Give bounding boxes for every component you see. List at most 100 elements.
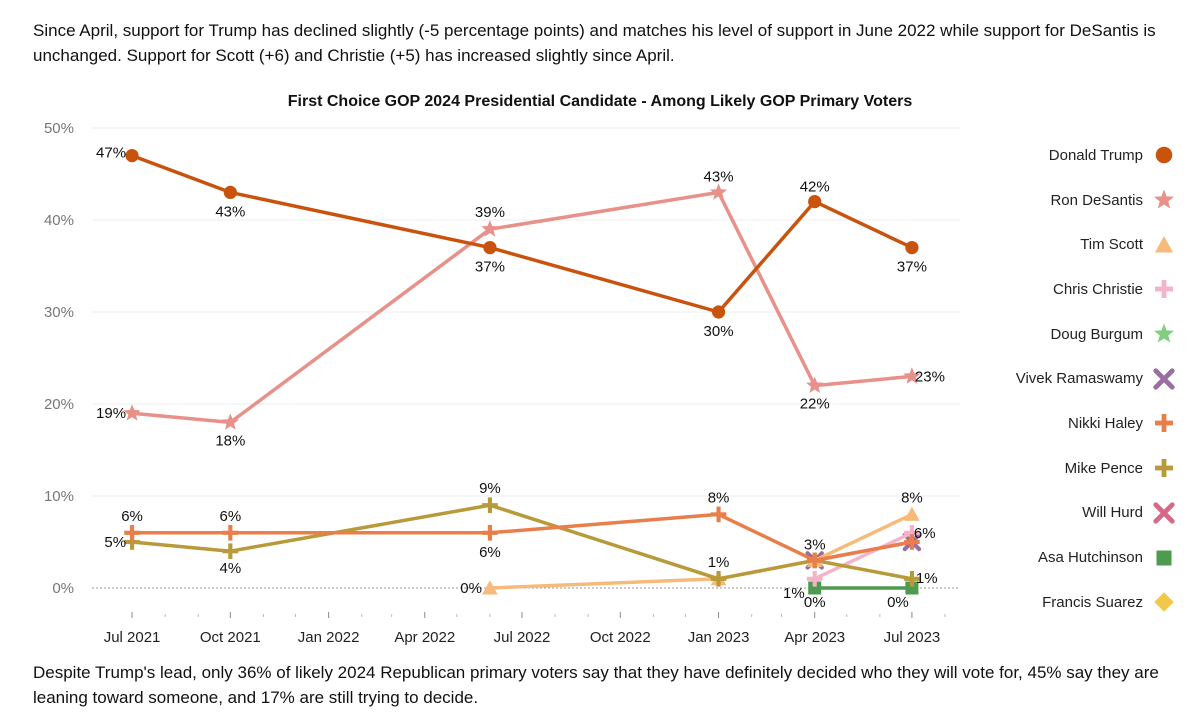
- data-label-mike-pence: 4%: [219, 560, 241, 577]
- legend-symbol-donald-trump: [1155, 147, 1173, 164]
- legend-symbol-francis-suarez: [1154, 592, 1174, 612]
- data-label-ron-desantis: 43%: [704, 168, 734, 185]
- chart-legend: Donald Trump Ron DeSantis Tim Scott Chris C…: [955, 133, 1175, 625]
- data-point-ron-desantis: [123, 404, 141, 421]
- data-label-donald-trump: 37%: [897, 259, 927, 276]
- data-label-asa-hutchinson: 0%: [887, 594, 909, 611]
- legend-symbol-will-hurd-shape: [1153, 502, 1175, 524]
- data-point-asa-hutchinson: [905, 581, 919, 595]
- legend-label: Francis Suarez: [1042, 593, 1143, 611]
- series-line-ron-desantis: [131, 190, 913, 425]
- data-label-nikki-haley: 6%: [479, 544, 501, 561]
- data-point-mike-pence-shape: [482, 503, 498, 508]
- legend-item-chris-christie: Chris Christie: [955, 267, 1175, 312]
- legend-symbol-vivek-ramaswamy: [1153, 368, 1175, 390]
- legend-item-mike-pence: Mike Pence: [955, 446, 1175, 491]
- legend-label: Vivek Ramaswamy: [1015, 370, 1143, 388]
- legend-label: Donald Trump: [1048, 146, 1143, 164]
- data-label-ron-desantis: 39%: [475, 204, 505, 221]
- legend-symbol-chris-christie: [1155, 280, 1173, 299]
- data-point-ron-desantis-shape: [709, 183, 728, 200]
- legend-marker-icon: [1154, 592, 1174, 612]
- data-label-donald-trump: 43%: [215, 203, 245, 220]
- series-line-chris-christie: [813, 531, 913, 581]
- legend-label: Mike Pence: [1064, 459, 1143, 477]
- legend-symbol-nikki-haley: [1155, 414, 1173, 433]
- data-point-chris-christie: [904, 525, 920, 541]
- data-point-ron-desantis-shape: [221, 413, 239, 430]
- legend-marker-icon: [1155, 147, 1173, 164]
- legend-marker-icon: [1155, 459, 1173, 478]
- data-point-tim-scott: [482, 580, 498, 595]
- x-tick-label: Apr 2022: [394, 629, 455, 646]
- data-point-donald-trump: [808, 195, 822, 209]
- legend-label: Ron DeSantis: [1050, 191, 1143, 209]
- data-point-donald-trump-shape: [483, 241, 497, 255]
- data-point-donald-trump-shape: [711, 305, 726, 319]
- x-tick-label: Jan 2023: [688, 629, 750, 646]
- data-point-ron-desantis-shape: [123, 404, 141, 421]
- legend-symbol-asa-hutchinson-shape: [1156, 550, 1172, 566]
- legend-symbol-vivek-ramaswamy-shape: [1153, 368, 1175, 390]
- legend-symbol-will-hurd: [1153, 502, 1175, 524]
- legend-symbol-donald-trump-shape: [1155, 147, 1173, 164]
- legend-label: Chris Christie: [1052, 280, 1143, 298]
- legend-marker-icon: [1155, 235, 1173, 253]
- y-tick-label: 20%: [44, 396, 74, 413]
- legend-item-donald-trump: Donald Trump: [955, 133, 1175, 178]
- x-tick-label: Jul 2021: [104, 629, 161, 646]
- y-tick-label: 40%: [44, 212, 74, 229]
- data-point-nikki-haley: [124, 525, 140, 541]
- data-label-tim-scott: 8%: [901, 489, 923, 506]
- data-label-ron-desantis: 19%: [96, 405, 126, 422]
- data-point-chris-christie-shape: [904, 530, 920, 535]
- data-point-nikki-haley-shape: [710, 512, 727, 517]
- data-point-mike-pence: [904, 571, 920, 587]
- legend-symbol-tim-scott-shape: [1155, 235, 1173, 253]
- data-point-ron-desantis-shape: [481, 220, 499, 237]
- legend-item-vivek-ramaswamy: Vivek Ramaswamy: [955, 356, 1175, 401]
- data-point-mike-pence-shape: [904, 576, 920, 581]
- data-point-nikki-haley: [710, 506, 727, 523]
- data-point-mike-pence: [710, 571, 727, 587]
- series-line-mike-pence: [131, 503, 913, 581]
- data-label-nikki-haley: 6%: [219, 508, 241, 525]
- legend-symbol-ron-desantis-shape: [1154, 189, 1174, 209]
- data-label-ron-desantis: 18%: [215, 432, 245, 449]
- legend-symbol-doug-burgum-shape: [1154, 323, 1174, 343]
- data-point-donald-trump-shape: [905, 241, 919, 255]
- data-point-asa-hutchinson: [808, 581, 822, 595]
- data-label-mike-pence: 9%: [479, 480, 501, 497]
- data-point-chris-christie: [806, 571, 823, 587]
- y-tick-label: 0%: [52, 580, 74, 597]
- data-point-ron-desantis-shape: [903, 367, 921, 384]
- chart-title: First Choice GOP 2024 Presidential Candi…: [287, 93, 913, 110]
- data-point-nikki-haley-shape: [482, 530, 498, 535]
- data-point-nikki-haley-shape: [124, 530, 140, 535]
- data-point-tim-scott-shape: [904, 506, 920, 521]
- data-point-ron-desantis-shape: [806, 376, 824, 393]
- data-point-donald-trump-shape: [223, 185, 237, 199]
- x-tick-label: Oct 2021: [200, 629, 261, 646]
- legend-marker-icon: [1153, 502, 1175, 524]
- data-point-donald-trump: [125, 149, 139, 163]
- y-tick-label: 10%: [44, 488, 74, 505]
- data-label-asa-hutchinson: 0%: [804, 594, 826, 611]
- data-label-donald-trump: 42%: [800, 179, 830, 196]
- data-label-mike-pence: 5%: [104, 534, 126, 551]
- data-label-ron-desantis: 23%: [915, 368, 945, 385]
- legend-label: Asa Hutchinson: [1037, 549, 1143, 567]
- data-point-nikki-haley: [222, 525, 239, 541]
- data-point-mike-pence: [482, 497, 498, 513]
- legend-symbol-ron-desantis: [1154, 189, 1174, 209]
- data-point-asa-hutchinson-shape: [905, 581, 919, 595]
- legend-marker-icon: [1156, 550, 1172, 566]
- legend-item-nikki-haley: Nikki Haley: [955, 401, 1175, 446]
- data-label-tim-scott: 0%: [460, 580, 482, 597]
- legend-item-will-hurd: Will Hurd: [955, 491, 1175, 536]
- data-label-nikki-haley: 8%: [708, 489, 730, 506]
- data-point-ron-desantis: [806, 376, 824, 393]
- legend-label: Will Hurd: [1082, 504, 1143, 522]
- data-point-nikki-haley: [482, 525, 498, 541]
- y-tick-label: 50%: [44, 120, 74, 137]
